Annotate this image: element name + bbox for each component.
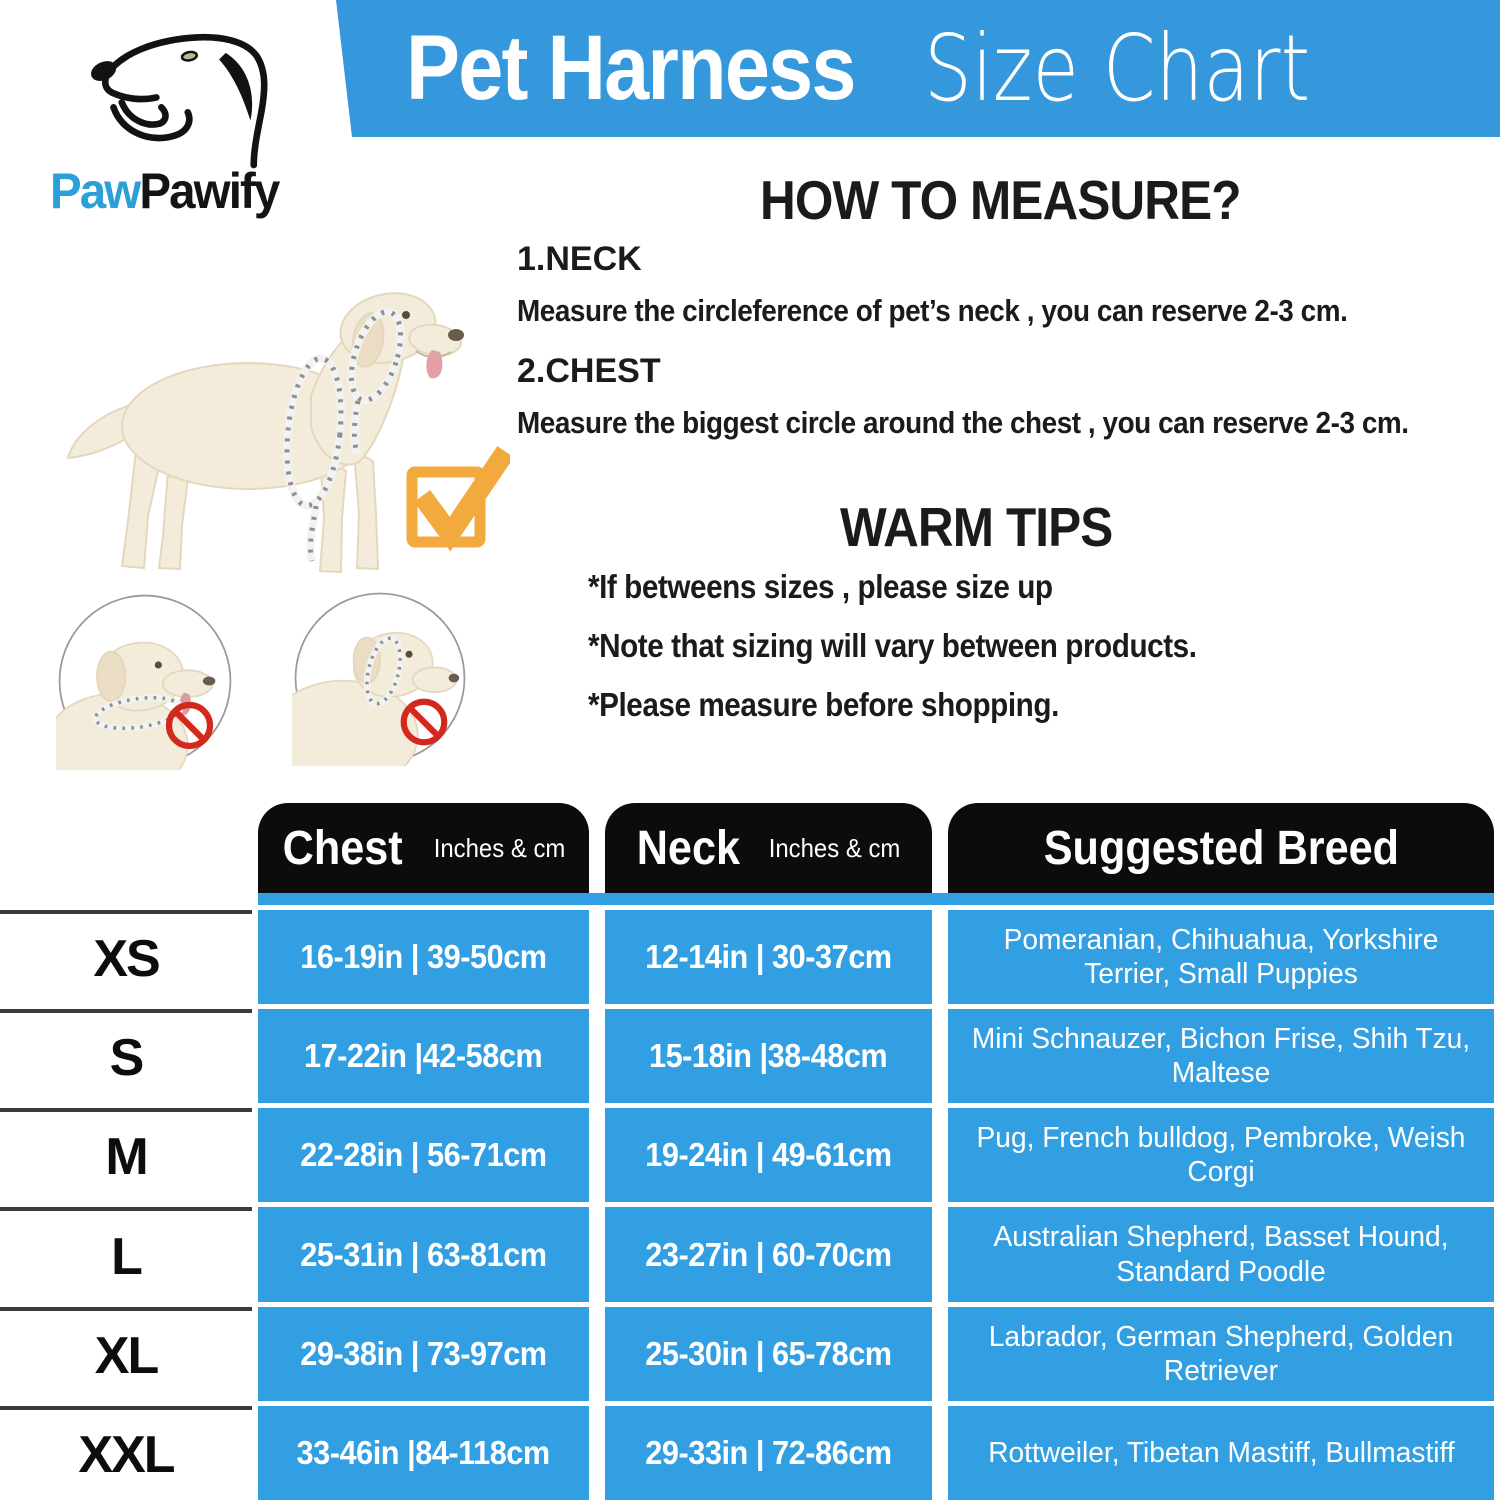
brand-name-part2: Pawify <box>139 163 280 219</box>
page-title-light: Size Chart <box>923 15 1310 122</box>
measure-step-1: 1.NECK Measure the circleference of pet’… <box>517 240 1440 329</box>
neck-cell: 12-14in | 30-37cm <box>605 910 932 1005</box>
chest-measure-wrong-inset <box>292 592 466 766</box>
warm-tips-section: WARM TIPS <box>840 495 1143 559</box>
neck-cell: 29-33in | 72-86cm <box>605 1405 932 1500</box>
chest-cell: 29-38in | 73-97cm <box>258 1306 589 1401</box>
size-label-xs: XS <box>0 910 252 1005</box>
chest-header-subtitle: Inches & cm <box>433 832 565 863</box>
step1-text: Measure the circleference of pet’s neck … <box>517 293 1348 328</box>
size-label-s: S <box>0 1009 252 1104</box>
size-label-xl: XL <box>0 1306 252 1401</box>
chest-cell: 25-31in | 63-81cm <box>258 1207 589 1302</box>
neck-cell: 23-27in | 60-70cm <box>605 1207 932 1302</box>
breed-column-header: Suggested Breed <box>948 803 1494 893</box>
size-table: XS 16-19in | 39-50cm 12-14in | 30-37cm P… <box>0 910 1494 1500</box>
neck-header-subtitle: Inches & cm <box>769 832 901 863</box>
size-label-l: L <box>0 1207 252 1302</box>
table-top-strip <box>258 893 1494 905</box>
neck-cell: 15-18in |38-48cm <box>605 1009 932 1104</box>
warm-tips-list: *If betweens sizes , please size up *Not… <box>588 568 1264 724</box>
how-to-measure-section: HOW TO MEASURE? <box>760 168 1294 232</box>
warm-tip: *If betweens sizes , please size up <box>588 568 1053 605</box>
breed-cell: Australian Shepherd, Basset Hound, Stand… <box>948 1207 1494 1302</box>
how-to-measure-heading: HOW TO MEASURE? <box>760 169 1241 231</box>
neck-header-title: Neck <box>636 821 740 875</box>
chest-cell: 16-19in | 39-50cm <box>258 910 589 1005</box>
page-title-bold: Pet Harness <box>406 17 856 119</box>
measuring-tape-loops <box>283 307 405 562</box>
size-label-xxl: XXL <box>0 1405 252 1500</box>
dog-head-line-art-icon <box>91 33 268 169</box>
breed-cell: Pomeranian, Chihuahua, Yorkshire Terrier… <box>948 910 1494 1005</box>
chest-cell: 17-22in |42-58cm <box>258 1009 589 1104</box>
breed-header-title: Suggested Breed <box>1043 821 1399 875</box>
chest-header-title: Chest <box>282 821 403 875</box>
neck-cell: 19-24in | 49-61cm <box>605 1108 932 1203</box>
breed-cell: Labrador, German Shepherd, Golden Retrie… <box>948 1306 1494 1401</box>
breed-cell: Pug, French bulldog, Pembroke, Weish Cor… <box>948 1108 1494 1203</box>
breed-cell: Rottweiler, Tibetan Mastiff, Bullmastiff <box>948 1405 1494 1500</box>
header-band: Pet Harness Size Chart <box>336 0 1500 137</box>
check-icon <box>406 446 510 552</box>
neck-measure-wrong-inset <box>56 594 232 770</box>
size-label-m: M <box>0 1108 252 1203</box>
chest-cell: 33-46in |84-118cm <box>258 1405 589 1500</box>
warm-tip: *Please measure before shopping. <box>588 686 1059 723</box>
measure-step-2: 2.CHEST Measure the biggest circle aroun… <box>517 352 1500 441</box>
no-symbol-icon <box>400 698 448 746</box>
step1-label: 1.NECK <box>517 240 642 278</box>
neck-column-header: Neck Inches & cm <box>605 803 932 893</box>
brand-name-part1: Paw <box>50 163 141 219</box>
warm-tips-heading: WARM TIPS <box>840 496 1113 558</box>
step2-label: 2.CHEST <box>517 352 661 390</box>
brand-name: PawPawify <box>50 162 280 220</box>
brand-logo: PawPawify <box>22 10 322 220</box>
step2-text: Measure the biggest circle around the ch… <box>517 405 1409 440</box>
warm-tip: *Note that sizing will vary between prod… <box>588 627 1197 664</box>
breed-cell: Mini Schnauzer, Bichon Frise, Shih Tzu, … <box>948 1009 1494 1104</box>
chest-column-header: Chest Inches & cm <box>258 803 589 893</box>
neck-cell: 25-30in | 65-78cm <box>605 1306 932 1401</box>
chest-cell: 22-28in | 56-71cm <box>258 1108 589 1203</box>
no-symbol-icon <box>165 701 214 750</box>
dog-with-measuring-tape-illustration <box>66 292 464 574</box>
